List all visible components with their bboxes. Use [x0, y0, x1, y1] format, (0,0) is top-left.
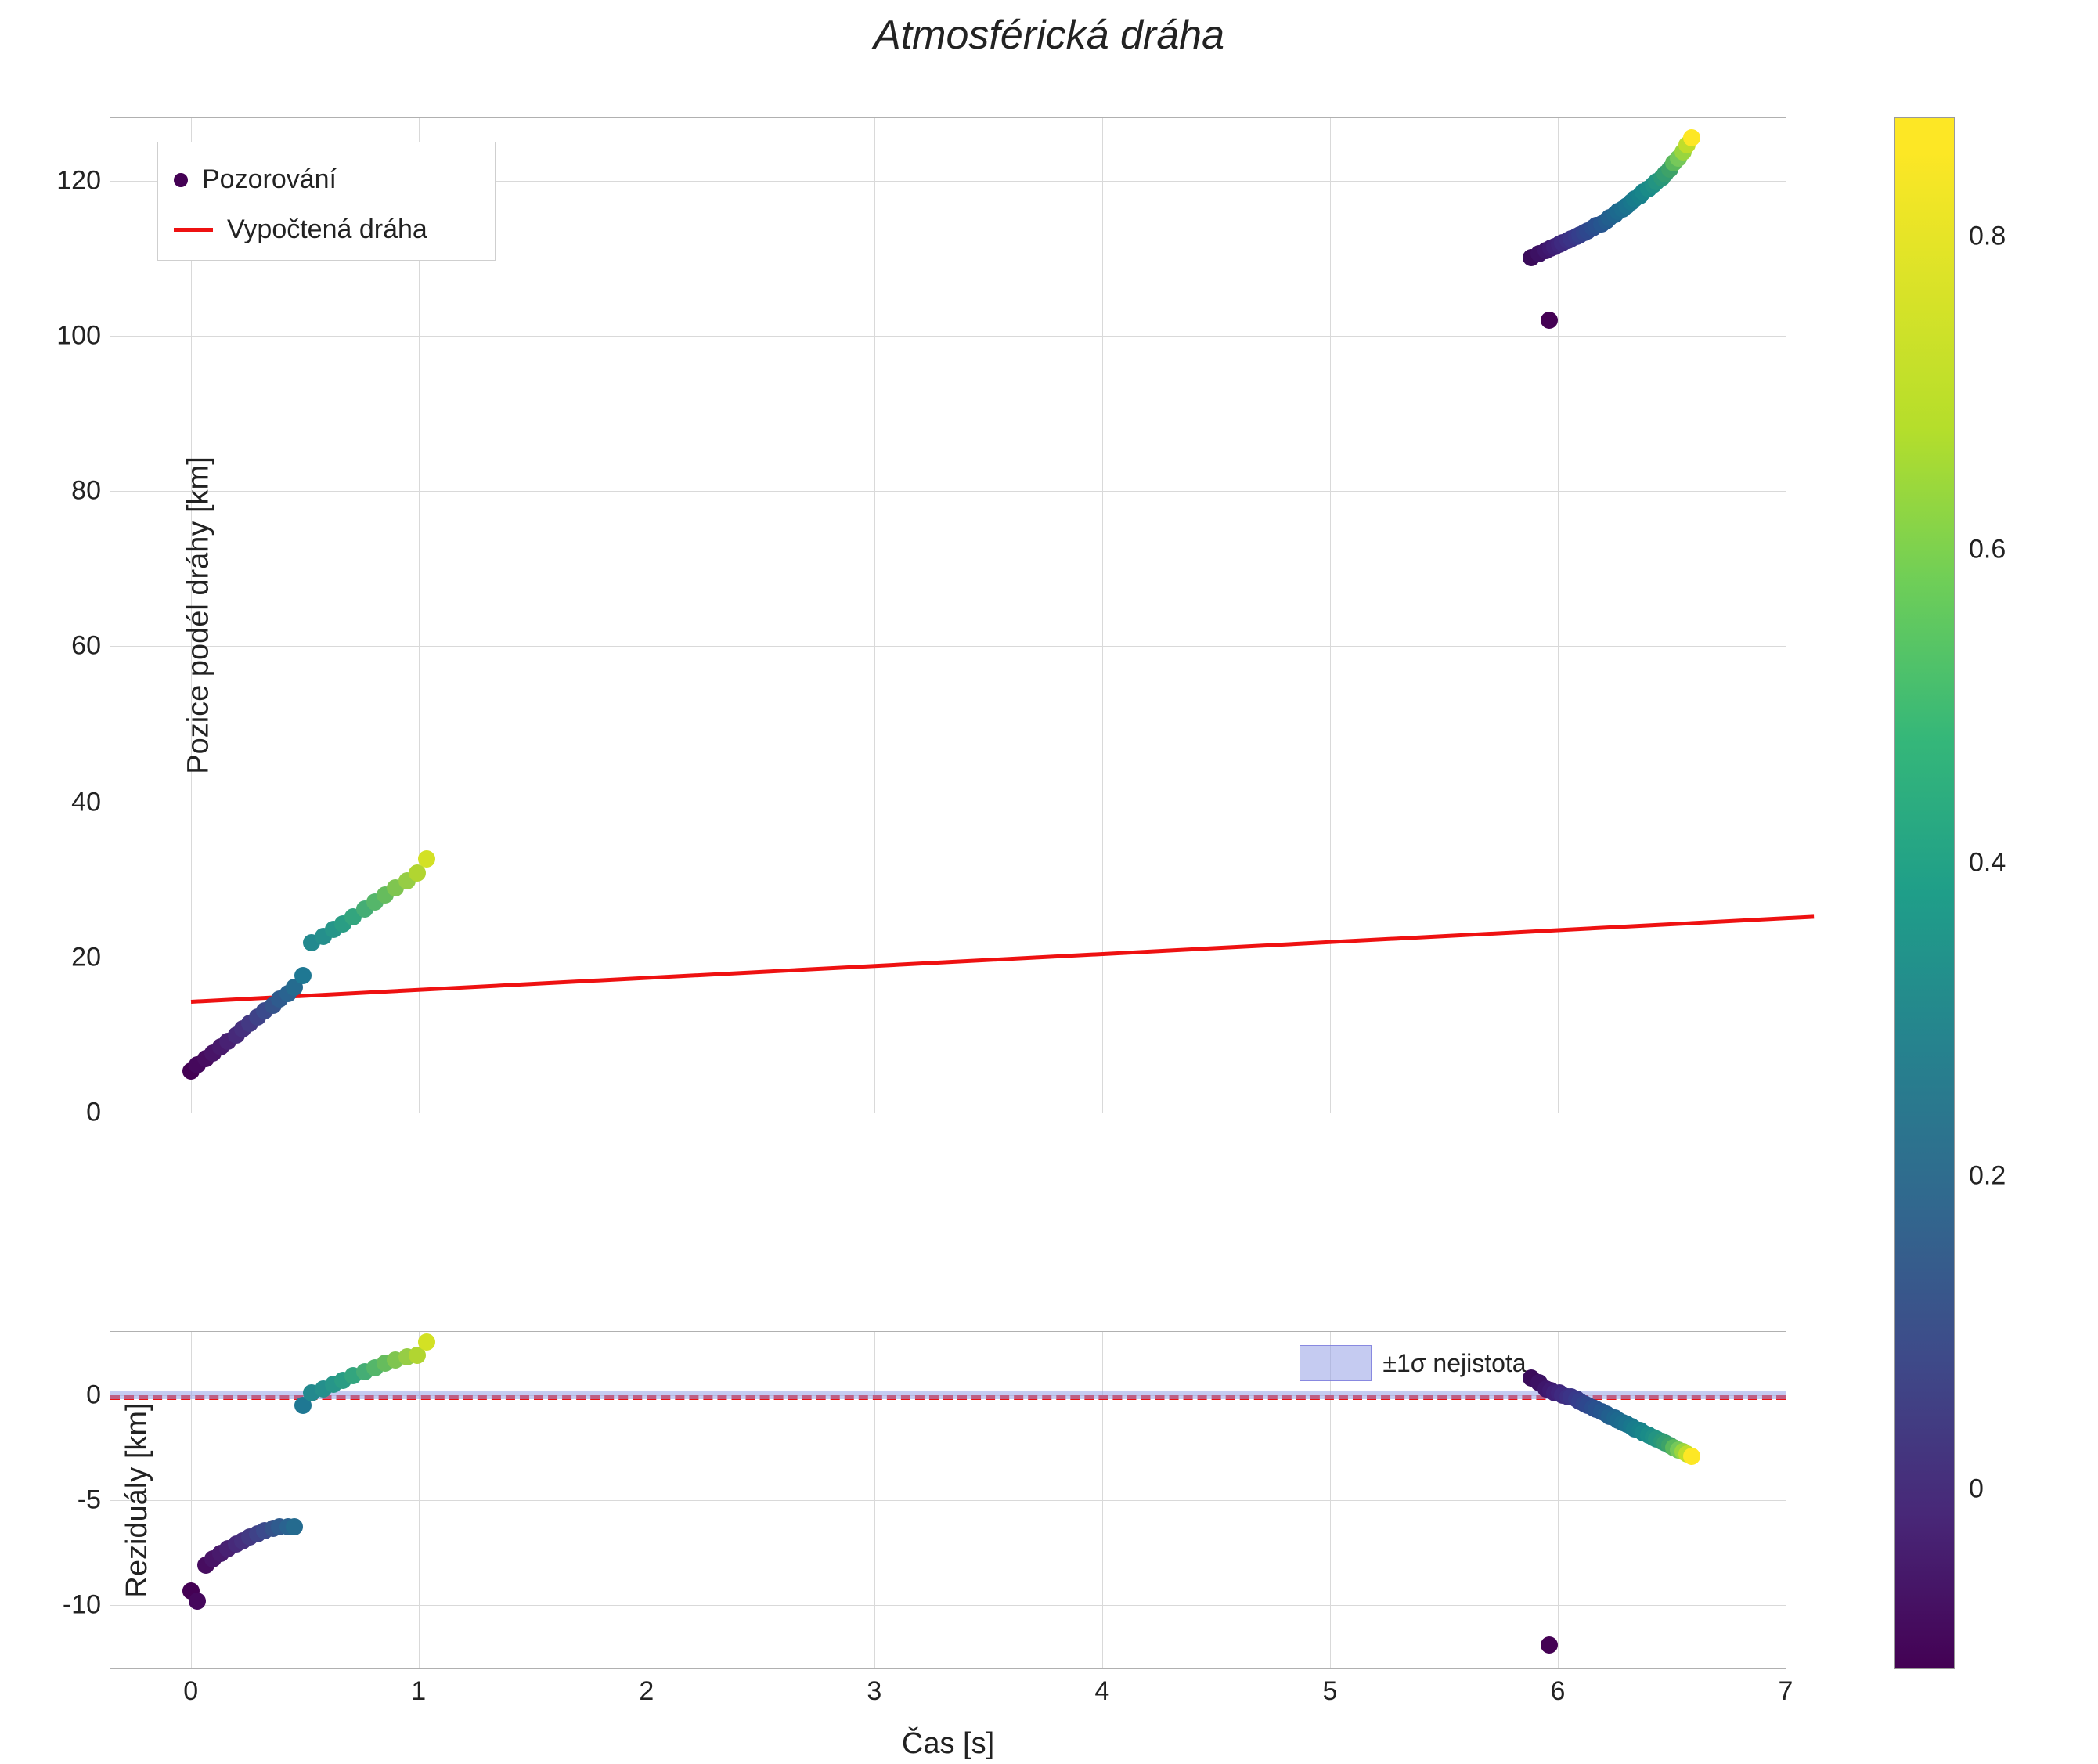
bottom-y-axis-label: Reziduály [km]	[121, 1402, 154, 1597]
colorbar-tick-0: 0	[1969, 1474, 1984, 1505]
legend-observations-label: Pozorování	[202, 164, 337, 195]
data-point[interactable]	[189, 1593, 206, 1610]
y-tick-60: 60	[71, 631, 101, 662]
y-tick-0-b: 0	[86, 1380, 101, 1410]
gridline-x1	[419, 118, 420, 1113]
legend-fit-label: Vypočtená dráha	[227, 215, 427, 245]
sigma-legend-swatch-icon	[1300, 1345, 1372, 1381]
data-point[interactable]	[286, 1518, 303, 1535]
data-point[interactable]	[418, 1333, 435, 1351]
chart-root: Atmosférická dráha 0 20 40 60 80 100 120…	[0, 0, 2098, 1764]
x-tick-0: 0	[183, 1676, 198, 1707]
x-tick-3: 3	[867, 1676, 881, 1707]
top-plot-area: 0 20 40 60 80 100 120 Pozice podél dráhy…	[110, 117, 1786, 1113]
gridline-x4	[1102, 118, 1103, 1113]
gridline-y-10-b	[110, 1605, 1786, 1606]
gridline-x5	[1330, 118, 1331, 1113]
bottom-x-axis-label: Čas [s]	[902, 1727, 994, 1761]
colorbar-container: 0 0.2 0.4 0.6 0.8 Čas [s]	[1894, 117, 1953, 1668]
colorbar-tick-1: 0.2	[1969, 1161, 2006, 1192]
bottom-plot-area: 0 -5 -10 0 1 2 3 4 5 6 7 Reziduály [km] …	[110, 1331, 1786, 1669]
colorbar-tick-4: 0.8	[1969, 222, 2006, 252]
colorbar-tick-2: 0.4	[1969, 848, 2006, 878]
data-point-outlier[interactable]	[1541, 1636, 1558, 1654]
data-point[interactable]	[294, 967, 312, 984]
x-tick-1: 1	[411, 1676, 426, 1707]
gridline-y60	[110, 646, 1786, 647]
colorbar-tick-3: 0.6	[1969, 535, 2006, 565]
gridline-x6	[1558, 118, 1559, 1113]
y-tick-120: 120	[56, 166, 101, 197]
legend-dot-icon	[174, 173, 188, 187]
y-tick-20: 20	[71, 942, 101, 972]
x-tick-2: 2	[639, 1676, 654, 1707]
colorbar-gradient[interactable]	[1894, 117, 1955, 1669]
y-tick-0: 0	[86, 1098, 101, 1128]
data-point-outlier[interactable]	[1541, 312, 1558, 329]
data-point[interactable]	[418, 850, 435, 868]
top-y-axis-label: Pozice podél dráhy [km]	[182, 456, 215, 774]
gridline-y-5-b	[110, 1500, 1786, 1501]
x-tick-7: 7	[1779, 1676, 1793, 1707]
y-tick-100: 100	[56, 321, 101, 352]
sigma-legend: ±1σ nejistota	[1300, 1345, 1526, 1381]
legend-line-icon	[174, 228, 213, 232]
x-tick-6: 6	[1550, 1676, 1565, 1707]
sigma-legend-label: ±1σ nejistota	[1382, 1349, 1526, 1378]
data-point[interactable]	[1683, 129, 1700, 146]
y-tick-10-b: -10	[63, 1590, 101, 1621]
x-tick-4: 4	[1094, 1676, 1109, 1707]
legend-fit: Vypočtená dráha	[174, 215, 427, 245]
fit-line	[191, 914, 1814, 1004]
legend-observations: Pozorování	[174, 164, 337, 195]
gridline-y80	[110, 491, 1786, 492]
gridline-y100	[110, 336, 1786, 337]
x-tick-5: 5	[1322, 1676, 1337, 1707]
data-point[interactable]	[1683, 1448, 1700, 1465]
y-tick-5-b: -5	[78, 1485, 101, 1516]
y-tick-40: 40	[71, 787, 101, 817]
sigma-uncertainty-band	[110, 1391, 1786, 1399]
chart-title: Atmosférická dráha	[0, 12, 2098, 59]
top-legend-box: Pozorování Vypočtená dráha	[157, 142, 496, 261]
y-tick-80: 80	[71, 476, 101, 507]
